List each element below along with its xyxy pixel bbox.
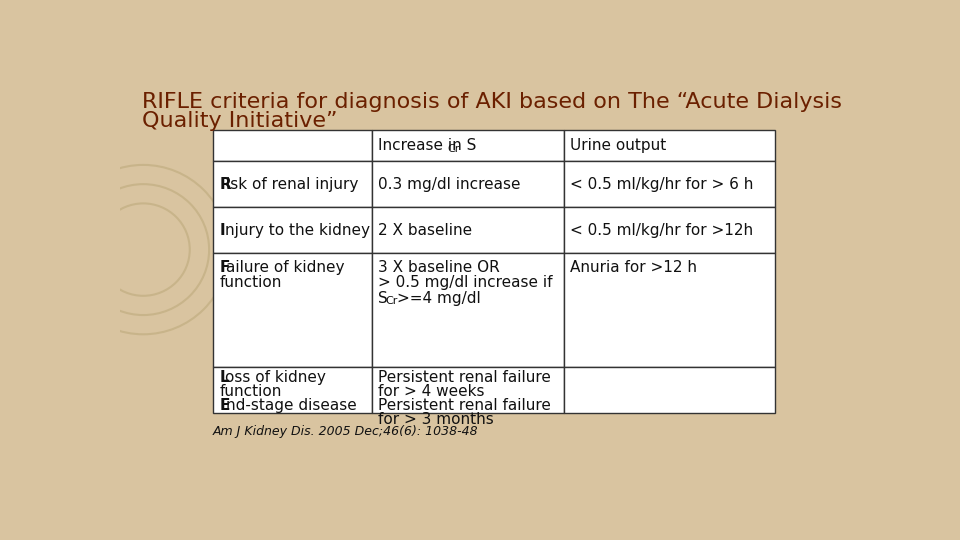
Text: nd-stage disease: nd-stage disease	[227, 397, 357, 413]
Bar	[372, 161, 564, 207]
Text: 2 X baseline: 2 X baseline	[378, 223, 472, 238]
Bar	[213, 207, 372, 253]
Text: njury to the kidney: njury to the kidney	[225, 223, 370, 238]
Text: E: E	[219, 397, 229, 413]
Text: function: function	[219, 275, 281, 290]
Text: < 0.5 ml/kg/hr for >12h: < 0.5 ml/kg/hr for >12h	[570, 223, 754, 238]
Text: 0.3 mg/dl increase: 0.3 mg/dl increase	[378, 177, 520, 192]
Bar	[372, 207, 564, 253]
Text: RIFLE criteria for diagnosis of AKI based on The “Acute Dialysis: RIFLE criteria for diagnosis of AKI base…	[142, 92, 842, 112]
Text: ailure of kidney: ailure of kidney	[227, 260, 345, 275]
Text: Cr: Cr	[447, 144, 460, 154]
Bar	[564, 367, 775, 413]
Text: I: I	[219, 223, 225, 238]
Bar	[564, 207, 775, 253]
Text: Quality Initiative”: Quality Initiative”	[142, 111, 337, 131]
Bar	[564, 130, 775, 161]
Text: Am J Kidney Dis. 2005 Dec;46(6): 1038-48: Am J Kidney Dis. 2005 Dec;46(6): 1038-48	[213, 425, 479, 438]
Bar	[372, 367, 564, 413]
Text: for > 4 weeks: for > 4 weeks	[378, 384, 485, 399]
Bar	[213, 161, 372, 207]
Text: < 0.5 ml/kg/hr for > 6 h: < 0.5 ml/kg/hr for > 6 h	[570, 177, 754, 192]
Text: >=4 mg/dl: >=4 mg/dl	[396, 291, 480, 306]
Text: Persistent renal failure: Persistent renal failure	[378, 370, 551, 385]
Text: R: R	[219, 177, 231, 192]
Text: Increase in S: Increase in S	[378, 138, 476, 153]
Text: function: function	[219, 384, 281, 399]
Text: L: L	[219, 370, 228, 385]
Bar	[213, 130, 372, 161]
Bar	[372, 253, 564, 367]
Bar	[564, 253, 775, 367]
Text: oss of kidney: oss of kidney	[226, 370, 326, 385]
Text: Persistent renal failure: Persistent renal failure	[378, 397, 551, 413]
Text: F: F	[219, 260, 229, 275]
Text: Anuria for >12 h: Anuria for >12 h	[570, 260, 697, 275]
Text: > 0.5 mg/dl increase if: > 0.5 mg/dl increase if	[378, 275, 553, 290]
Text: for > 3 months: for > 3 months	[378, 411, 493, 427]
Bar	[213, 253, 372, 367]
Bar	[564, 161, 775, 207]
Bar	[372, 130, 564, 161]
Text: Cr: Cr	[385, 296, 397, 306]
Text: S: S	[378, 291, 388, 306]
Text: isk of renal injury: isk of renal injury	[227, 177, 358, 192]
Text: 3 X baseline OR: 3 X baseline OR	[378, 260, 500, 275]
Text: Urine output: Urine output	[570, 138, 666, 153]
Bar	[213, 367, 372, 413]
